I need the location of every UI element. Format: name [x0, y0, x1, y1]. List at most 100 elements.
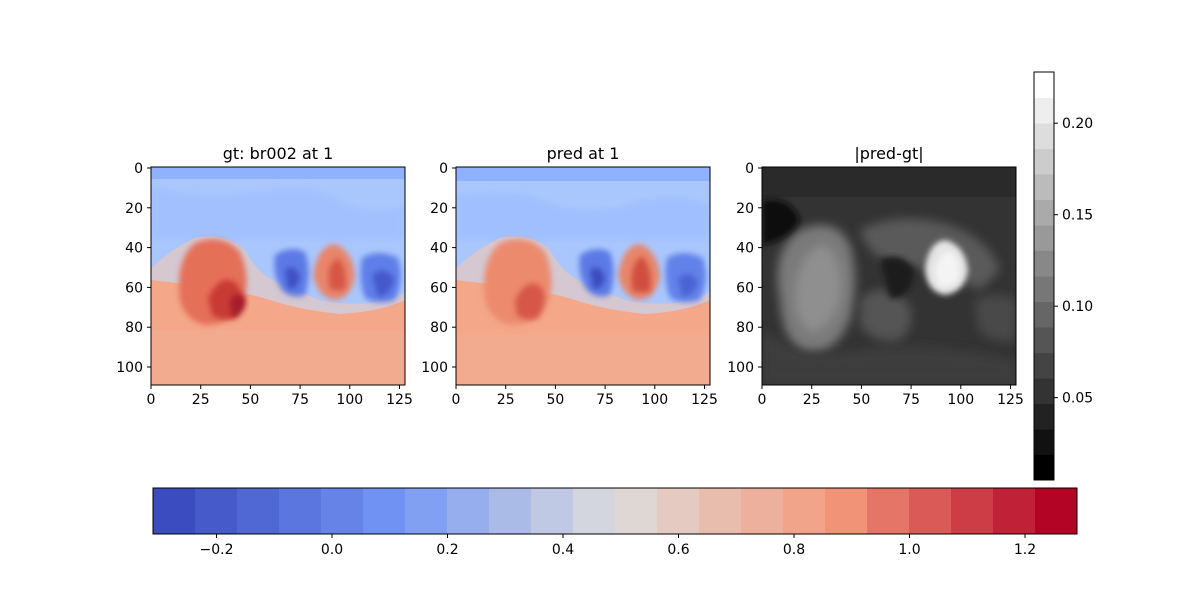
- field-colorbar-band: [405, 488, 448, 534]
- svg-text:0: 0: [758, 392, 767, 408]
- svg-text:100: 100: [947, 392, 974, 408]
- field-colorbar-band: [195, 488, 238, 534]
- field-colorbar-band: [825, 488, 868, 534]
- svg-text:75: 75: [291, 392, 309, 408]
- panel-error-field: [762, 167, 1016, 385]
- field-colorbar-tick: 0.6: [667, 534, 690, 558]
- field-colorbar-band: [699, 488, 742, 534]
- field-colorbar-band: [909, 488, 952, 534]
- field-colorbar-band: [531, 488, 574, 534]
- panel-pred-x-ticks: 0 25 50 75 100 125: [452, 385, 718, 408]
- panel-pred: pred at 1 0 25 50 75 100 125 0: [421, 144, 718, 408]
- svg-text:100: 100: [727, 360, 754, 376]
- panel-gt-title: gt: br002 at 1: [223, 144, 334, 163]
- error-colorbar-tick: 0.15: [1054, 208, 1093, 224]
- x-tick: 100: [947, 385, 974, 408]
- svg-text:0.4: 0.4: [552, 542, 574, 558]
- svg-text:1.2: 1.2: [1014, 542, 1036, 558]
- svg-text:80: 80: [125, 320, 143, 336]
- field-colorbar-tick: −0.2: [200, 534, 234, 558]
- panel-error-frame: [761, 166, 1017, 386]
- field-colorbar-tick: 1.2: [1014, 534, 1036, 558]
- svg-text:75: 75: [902, 392, 920, 408]
- y-tick: 0: [134, 161, 151, 177]
- svg-text:60: 60: [736, 280, 754, 296]
- svg-text:0.2: 0.2: [436, 542, 458, 558]
- svg-text:50: 50: [241, 392, 259, 408]
- error-colorbar-band: [1034, 429, 1054, 455]
- svg-text:75: 75: [596, 392, 614, 408]
- field-colorbar: −0.2 0.0 0.2 0.4 0.6 0.8 1.0 1.2: [152, 487, 1078, 558]
- x-tick: 100: [336, 385, 363, 408]
- error-colorbar-band: [1034, 174, 1054, 200]
- x-tick: 0: [758, 385, 767, 408]
- svg-text:100: 100: [641, 392, 668, 408]
- svg-text:125: 125: [386, 392, 413, 408]
- error-colorbar-tick: 0.05: [1054, 391, 1093, 407]
- error-colorbar-band: [1034, 454, 1054, 481]
- y-tick: 60: [736, 280, 762, 296]
- field-colorbar-band: [783, 488, 826, 534]
- svg-text:25: 25: [192, 392, 210, 408]
- svg-text:−0.2: −0.2: [200, 542, 234, 558]
- field-colorbar-band: [1035, 488, 1078, 534]
- error-colorbar-band: [1034, 327, 1054, 353]
- svg-text:40: 40: [736, 241, 754, 257]
- svg-text:20: 20: [430, 201, 448, 217]
- y-tick: 80: [125, 320, 151, 336]
- svg-text:20: 20: [736, 201, 754, 217]
- svg-text:25: 25: [497, 392, 515, 408]
- y-tick: 60: [430, 280, 456, 296]
- field-colorbar-band: [489, 488, 532, 534]
- error-colorbar-band: [1034, 97, 1054, 124]
- x-tick: 25: [803, 385, 821, 408]
- panel-error: |pred-gt| 0 25 50 75 100 125 0 20: [727, 144, 1024, 408]
- error-colorbar-tick: 0.10: [1054, 299, 1093, 315]
- panel-pred-field: [456, 167, 710, 385]
- y-tick: 40: [430, 241, 456, 257]
- field-colorbar-band: [321, 488, 364, 534]
- svg-text:100: 100: [116, 360, 143, 376]
- x-tick: 0: [452, 385, 461, 408]
- svg-text:0.05: 0.05: [1062, 391, 1093, 407]
- error-colorbar-band: [1034, 378, 1054, 404]
- error-colorbar-band: [1034, 199, 1054, 226]
- svg-text:0: 0: [452, 392, 461, 408]
- x-tick: 50: [546, 385, 564, 408]
- field-colorbar-band: [741, 488, 784, 534]
- error-colorbar-band: [1034, 276, 1054, 302]
- field-colorbar-band: [867, 488, 910, 534]
- error-colorbar: 0.05 0.10 0.15 0.20: [1033, 71, 1093, 481]
- field-colorbar-band: [447, 488, 490, 534]
- svg-text:80: 80: [430, 320, 448, 336]
- y-tick: 80: [430, 320, 456, 336]
- svg-text:0.15: 0.15: [1062, 208, 1093, 224]
- panel-gt-field: [151, 167, 405, 385]
- svg-text:40: 40: [430, 241, 448, 257]
- x-tick: 25: [192, 385, 210, 408]
- error-colorbar-ticks: 0.05 0.10 0.15 0.20: [1054, 116, 1093, 407]
- svg-text:0: 0: [134, 161, 143, 177]
- x-tick: 25: [497, 385, 515, 408]
- x-tick: 0: [147, 385, 155, 408]
- y-tick: 0: [439, 161, 456, 177]
- y-tick: 40: [125, 241, 151, 257]
- panel-error-title: |pred-gt|: [854, 144, 923, 163]
- error-colorbar-frame: [1033, 71, 1055, 481]
- panel-gt-y-ticks: 0 20 40 60 80 100: [116, 161, 151, 376]
- panel-pred-frame: [455, 166, 711, 386]
- svg-text:125: 125: [691, 392, 718, 408]
- panel-pred-y-ticks: 0 20 40 60 80 100: [421, 161, 456, 376]
- svg-text:0.0: 0.0: [321, 542, 343, 558]
- y-tick: 100: [116, 360, 151, 376]
- x-tick: 100: [641, 385, 668, 408]
- error-colorbar-band: [1034, 403, 1054, 430]
- svg-text:0.8: 0.8: [783, 542, 805, 558]
- field-colorbar-band: [153, 488, 196, 534]
- y-tick: 0: [745, 161, 762, 177]
- svg-text:50: 50: [546, 392, 564, 408]
- svg-text:100: 100: [421, 360, 448, 376]
- field-colorbar-ticks: −0.2 0.0 0.2 0.4 0.6 0.8 1.0 1.2: [200, 534, 1036, 558]
- field-colorbar-tick: 0.4: [552, 534, 574, 558]
